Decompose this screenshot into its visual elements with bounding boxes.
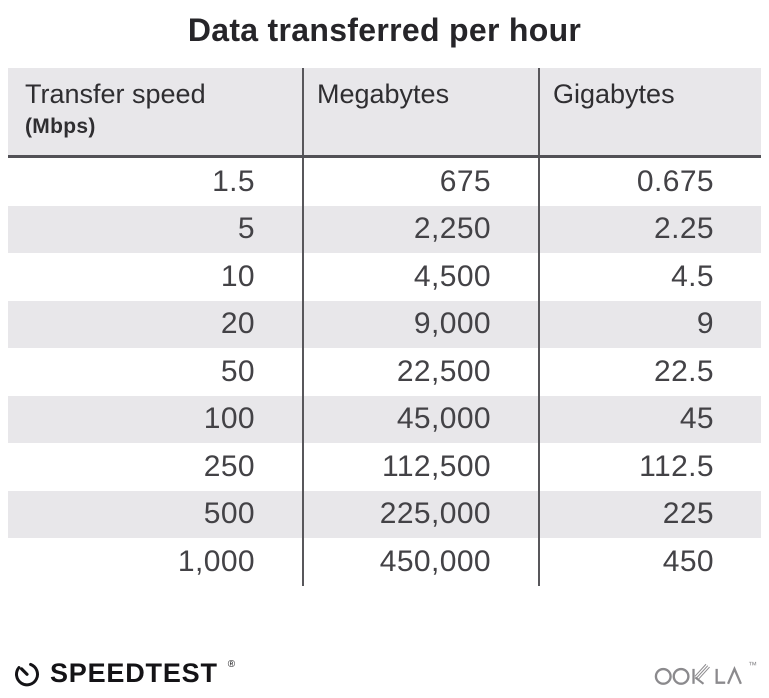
table-cell: 225,000 — [302, 490, 538, 538]
table-cell: 112.5 — [538, 443, 761, 491]
footer: SPEEDTEST ® — [13, 652, 757, 694]
column-header-label: Megabytes — [317, 79, 450, 109]
registered-trademark-symbol: ® — [227, 658, 236, 670]
table-cell: 450 — [538, 538, 761, 586]
table-row: 20 9,000 9 — [8, 300, 761, 348]
table-cell: 22,500 — [302, 348, 538, 396]
table-cell: 225 — [538, 490, 761, 538]
table-cell: 5 — [237, 212, 255, 246]
table-cell: 4.5 — [538, 253, 761, 301]
table-cell: 2,250 — [302, 205, 538, 253]
table-cell: 10 — [220, 259, 255, 293]
table-cell: 4,500 — [302, 253, 538, 301]
speedtest-logo: SPEEDTEST ® — [13, 657, 236, 689]
table-cell: 0.675 — [538, 158, 761, 206]
column-header-gigabytes: Gigabytes — [538, 68, 761, 155]
table-cell: 22.5 — [538, 348, 761, 396]
table-cell: 20 — [220, 307, 255, 341]
table-cell: 112,500 — [302, 443, 538, 491]
table-cell: 9 — [538, 300, 761, 348]
table-row: 10 4,500 4.5 — [8, 253, 761, 301]
table-cell: 9,000 — [302, 300, 538, 348]
table-cell: 45,000 — [302, 395, 538, 443]
ookla-logo: ™ — [654, 658, 757, 689]
table-row: 250 112,500 112.5 — [8, 443, 761, 491]
table-row: 5 2,250 2.25 — [8, 205, 761, 253]
table-cell: 250 — [203, 449, 255, 483]
column-header-transfer-speed: Transfer speed (Mbps) — [8, 68, 302, 155]
data-table: Transfer speed (Mbps) Megabytes Gigabyte… — [8, 68, 761, 586]
ookla-wordmark-icon — [654, 658, 748, 689]
table-row: 50 22,500 22.5 — [8, 348, 761, 396]
table-cell: 2.25 — [538, 205, 761, 253]
table-row: 1.5 675 0.675 — [8, 158, 761, 206]
table-row: 100 45,000 45 — [8, 395, 761, 443]
column-header-megabytes: Megabytes — [302, 68, 538, 155]
speedtest-gauge-icon — [13, 659, 41, 687]
speedtest-wordmark: SPEEDTEST — [50, 657, 218, 688]
table-cell: 45 — [538, 395, 761, 443]
table-cell: 50 — [220, 354, 255, 388]
page-title: Data transferred per hour — [187, 12, 582, 48]
table-row: 500 225,000 225 — [8, 490, 761, 538]
table-cell: 1.5 — [212, 164, 255, 198]
column-header-label: Gigabytes — [553, 79, 675, 109]
column-header-label: Transfer speed — [25, 79, 206, 109]
table-cell: 675 — [302, 158, 538, 206]
table-cell: 500 — [203, 497, 255, 531]
table-header-row: Transfer speed (Mbps) Megabytes Gigabyte… — [8, 68, 761, 158]
column-header-unit: (Mbps) — [25, 115, 96, 139]
table-body: 1.5 675 0.675 5 2,250 2.25 10 4,500 4.5 20 9,000 9 5… — [8, 158, 761, 586]
trademark-symbol: ™ — [748, 659, 757, 670]
table-row: 1,000 450,000 450 — [8, 538, 761, 586]
table-cell: 450,000 — [302, 538, 538, 586]
table-cell: 1,000 — [177, 544, 255, 578]
table-cell: 100 — [203, 402, 255, 436]
